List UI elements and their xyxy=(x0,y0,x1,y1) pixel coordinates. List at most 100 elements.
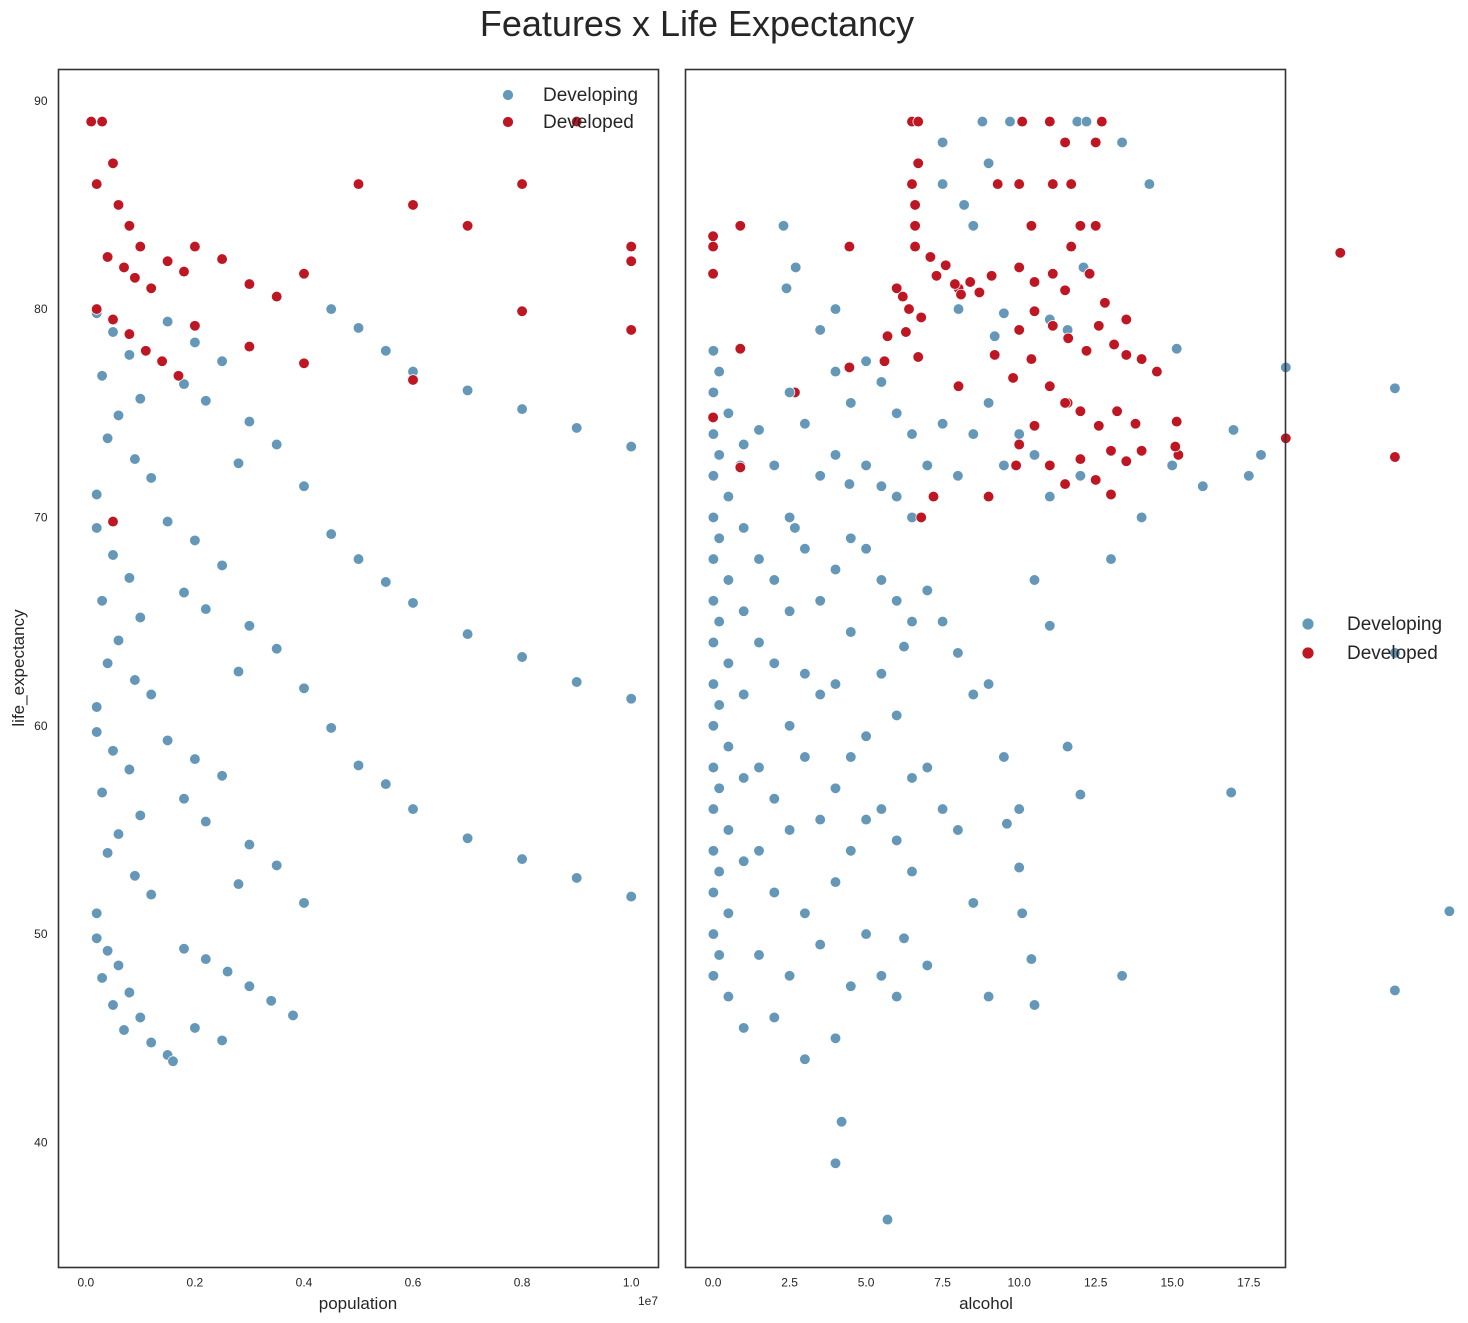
alcohol-developed-point xyxy=(891,282,903,294)
alcohol-developing-point xyxy=(768,459,780,472)
population-developing-point xyxy=(571,872,583,884)
alcohol-developed-point xyxy=(1090,474,1102,486)
population-developing-point xyxy=(134,809,146,822)
population-panel: 0.0 0.2 0.4 0.6 0.8 1.0 40 50 60 70 80 90 populati… xyxy=(9,68,1456,1313)
population-developed-point xyxy=(161,255,174,267)
population-developing-point xyxy=(516,651,528,663)
alcohol-developed-point xyxy=(1044,380,1056,392)
population-developing-point xyxy=(91,907,103,919)
population-developing-point xyxy=(200,953,212,965)
population-developing-point xyxy=(161,315,174,328)
alcohol-developing-point xyxy=(753,949,765,961)
alcohol-developing-point xyxy=(860,543,872,555)
y-tick-label: 90 xyxy=(34,94,48,108)
population-developing-point xyxy=(123,986,136,999)
alcohol-developed-point xyxy=(1129,418,1142,430)
alcohol-developing-point xyxy=(783,511,796,524)
alcohol-developing-point xyxy=(829,303,842,315)
alcohol-developing-point xyxy=(768,657,780,669)
alcohol-developed-point xyxy=(900,326,912,338)
population-developing-point xyxy=(1116,970,1128,982)
population-developing-point xyxy=(107,999,119,1011)
alcohol-developed-point xyxy=(1080,345,1093,357)
alcohol-developed-point xyxy=(955,288,967,301)
alcohol-developed-point xyxy=(1013,178,1025,190)
population-developing-point xyxy=(298,682,310,694)
alcohol-developed-point xyxy=(964,276,976,288)
alcohol-developing-point xyxy=(982,397,995,409)
population-developing-point xyxy=(189,753,201,765)
population-developed-point xyxy=(91,178,103,190)
population-developing-point xyxy=(134,611,146,624)
population-developed-point xyxy=(123,220,136,232)
population-developed-point xyxy=(625,324,637,336)
population-developing-point xyxy=(189,336,201,349)
alcohol-developing-point xyxy=(998,307,1010,319)
alcohol-developing-point xyxy=(753,845,765,857)
population-developed-point xyxy=(145,282,157,294)
population-developing-point xyxy=(1061,740,1074,753)
alcohol-developing-point xyxy=(1001,818,1013,830)
population-developing-point xyxy=(200,395,212,407)
alcohol-developing-point xyxy=(967,688,979,701)
alcohol-developing-point xyxy=(753,424,765,436)
inner-legend-developing-label: Developing xyxy=(543,85,638,106)
inner-legend-developed-label: Developed xyxy=(543,112,634,133)
population-developing-point xyxy=(167,1055,179,1067)
alcohol-developing-point xyxy=(967,428,979,440)
alcohol-developing-point xyxy=(738,772,750,784)
alcohol-developed-point xyxy=(1074,220,1087,232)
population-developing-point xyxy=(123,572,136,584)
population-developing-point xyxy=(516,403,528,415)
alcohol-developing-point xyxy=(860,730,872,742)
alcohol-developing-point xyxy=(860,459,872,472)
population-developed-point xyxy=(189,320,201,332)
alcohol-developed-point xyxy=(1083,268,1096,280)
alcohol-x-tick-label: 12.5 xyxy=(1084,1276,1108,1290)
alcohol-developed-point xyxy=(1135,353,1148,365)
alcohol-developing-point xyxy=(783,605,796,617)
alcohol-axes-frame xyxy=(684,68,1287,1269)
population-developing-point xyxy=(101,847,114,859)
outer-legend-developed-label: Developed xyxy=(1347,643,1438,664)
alcohol-developing-point xyxy=(921,584,933,597)
population-developing-point xyxy=(134,393,146,405)
population-developed-point xyxy=(243,278,256,290)
alcohol-x-tick-label: 7.5 xyxy=(934,1276,951,1290)
population-developed-point xyxy=(123,328,136,340)
alcohol-x-tick-label: 0.0 xyxy=(705,1276,722,1290)
alcohol-developing-point xyxy=(799,1053,811,1065)
alcohol-developing-point xyxy=(829,449,842,461)
alcohol-developing-point xyxy=(829,678,842,690)
alcohol-developed-point xyxy=(1047,268,1059,280)
alcohol-developed-point xyxy=(1105,488,1117,501)
population-developing-point xyxy=(843,478,856,490)
population-developed-point xyxy=(271,290,283,303)
population-x-offset-text: 1e7 xyxy=(638,1294,658,1308)
alcohol-developed-point xyxy=(1013,261,1025,274)
alcohol-developing-point xyxy=(707,845,720,857)
alcohol-developing-point xyxy=(860,813,872,826)
population-developed-point xyxy=(352,178,365,190)
population-developing-point xyxy=(243,620,256,632)
alcohol-developed-point xyxy=(1013,324,1025,336)
alcohol-developing-point xyxy=(707,678,720,690)
population-developing-point xyxy=(96,972,108,984)
alcohol-developing-point xyxy=(799,418,811,430)
population-developed-point xyxy=(298,268,310,280)
y-axis-label: life_expectancy xyxy=(9,609,28,727)
alcohol-developed-point xyxy=(1120,455,1132,467)
alcohol-developed-point xyxy=(707,240,719,253)
population-developing-point xyxy=(129,674,141,686)
population-developing-point xyxy=(118,1024,130,1036)
population-developing-point xyxy=(112,634,125,647)
population-developing-point xyxy=(287,1009,299,1022)
alcohol-developing-point xyxy=(722,574,735,586)
population-developed-point xyxy=(107,157,119,169)
alcohol-developed-point xyxy=(930,270,943,282)
alcohol-developing-point xyxy=(829,782,842,794)
alcohol-developing-point xyxy=(768,574,780,586)
population-developing-point xyxy=(96,370,108,382)
alcohol-developed-point xyxy=(915,511,927,524)
alcohol-developed-point xyxy=(1111,405,1123,417)
